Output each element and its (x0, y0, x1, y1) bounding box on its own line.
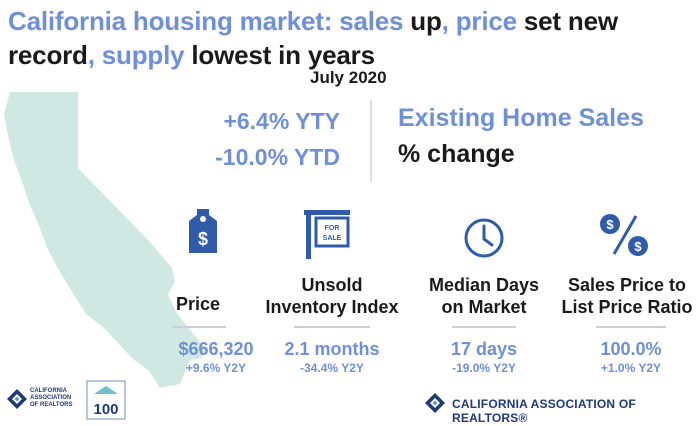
car-logo-text: CALIFORNIA ASSOCIATION OF REALTORS (30, 388, 82, 409)
indicator-underline (596, 326, 666, 328)
centennial-badge-text: 100 (93, 401, 118, 418)
indicator-change: +1.0% Y2Y (600, 361, 662, 375)
indicator-label: Sales Price to List Price Ratio (554, 274, 700, 318)
metric-name: Existing Home Sales (398, 104, 644, 132)
svg-text:$: $ (634, 239, 642, 254)
indicator-label-line: List Price Ratio (561, 297, 693, 317)
car-logo-icon-right (425, 393, 445, 413)
indicator-underline (172, 326, 226, 328)
california-map (4, 92, 205, 388)
title-part: California housing market: sales (8, 6, 411, 36)
indicator-value: 100.0% (600, 339, 662, 359)
indicator-label-line: Sales Price to (567, 275, 687, 295)
title-part: lowest in years (191, 40, 375, 70)
indicator-value: 17 days (450, 339, 518, 359)
indicator-change: -19.0% Y2Y (452, 361, 516, 375)
svg-text:SALE: SALE (323, 235, 342, 242)
organization-name: CALIFORNIA ASSOCIATION OF REALTORS® (452, 397, 636, 425)
centennial-badge-icon: 100 (86, 380, 126, 420)
car-logo-line: CALIFORNIA (30, 388, 67, 394)
svg-text:FOR: FOR (325, 225, 340, 232)
title-part: set new record (8, 6, 618, 70)
svg-text:$: $ (606, 217, 614, 232)
car-logo-line: ASSOCIATION (30, 395, 72, 401)
indicator-value: $666,320 (178, 339, 254, 359)
indicator-label-line: Price (175, 294, 221, 314)
title-part: , price (441, 6, 524, 36)
indicator-value: 2.1 months (284, 339, 380, 359)
clock-icon (464, 218, 504, 258)
title-part: , supply (87, 40, 192, 70)
sales-ytd-change: -10.0% YTD (215, 144, 340, 170)
indicator-change: -34.4% Y2Y (300, 361, 364, 375)
indicator-label-line: on Market (441, 297, 527, 317)
sales-yty-change: +6.4% YTY (223, 108, 340, 134)
indicator-label: Unsold Inventory Index (250, 274, 414, 318)
car-logo-line: OF REALTORS (30, 402, 73, 408)
indicator-underline (452, 326, 516, 328)
report-date: July 2020 (310, 68, 387, 87)
page-title: California housing market: sales up, pri… (8, 4, 698, 72)
indicator-label-line: Median Days (428, 275, 540, 295)
indicator-label: Price (158, 293, 238, 315)
svg-text:$: $ (198, 229, 208, 249)
indicator-change: +9.6% Y2Y (185, 361, 247, 375)
indicator-label-line: Inventory Index (265, 297, 399, 317)
indicator-underline (294, 326, 370, 328)
summary-divider (370, 100, 372, 182)
for-sale-sign-icon: FOR SALE (304, 210, 350, 259)
title-part: up (410, 6, 442, 36)
metric-unit: % change (398, 140, 515, 168)
car-logo-icon (7, 389, 27, 409)
indicator-label-line: Unsold (301, 275, 363, 295)
percent-dollar-icon: $ $ (600, 214, 648, 256)
indicator-label: Median Days on Market (412, 274, 556, 318)
price-tag-icon: $ (189, 209, 217, 253)
